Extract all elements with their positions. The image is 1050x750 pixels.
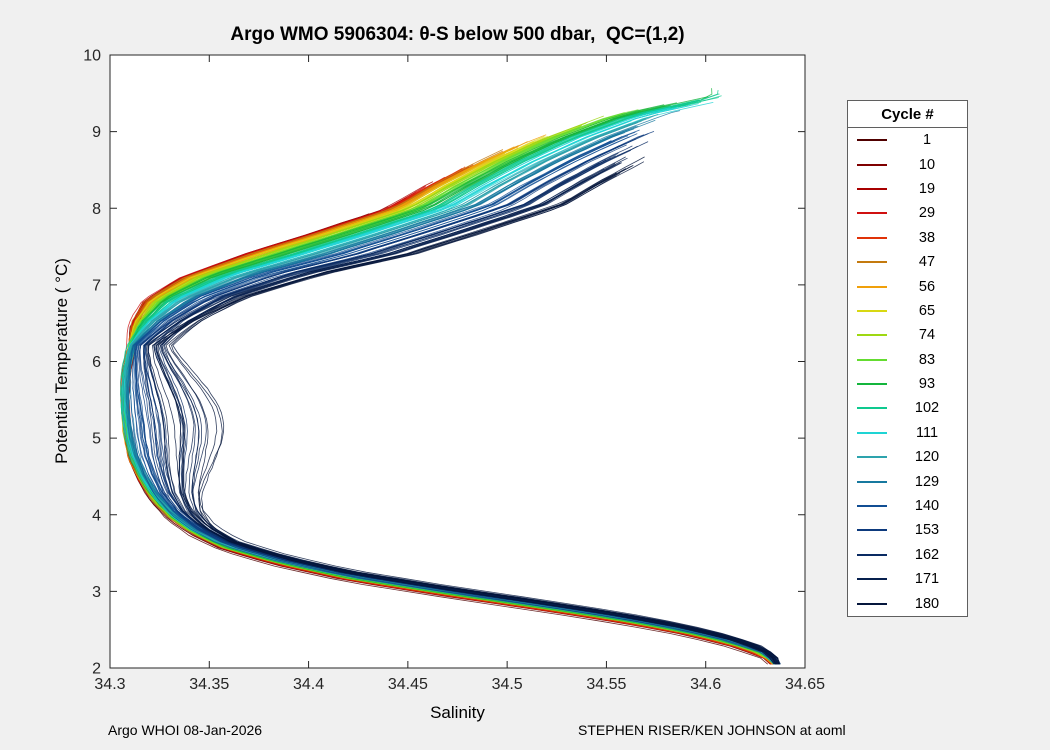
legend-item: 38 (848, 226, 967, 250)
legend-line-swatch (857, 602, 887, 605)
y-tick-label: 2 (92, 661, 101, 678)
legend-item: 111 (848, 421, 967, 445)
legend-item: 83 (848, 348, 967, 372)
y-tick-label: 6 (92, 354, 101, 371)
legend-cycle-label: 171 (914, 571, 940, 588)
x-tick-label: 34.45 (388, 676, 428, 693)
y-tick-label: 8 (92, 201, 101, 218)
legend-cycle-label: 140 (914, 498, 940, 515)
legend-cycle-label: 180 (914, 595, 940, 612)
y-tick-label: 10 (83, 48, 101, 65)
plot-title: Argo WMO 5906304: θ-S below 500 dbar, QC… (230, 24, 685, 45)
x-tick-label: 34.5 (492, 676, 523, 693)
legend-line-swatch (857, 553, 887, 556)
legend-cycle-label: 83 (918, 351, 936, 368)
legend-cycle-label: 162 (914, 546, 940, 563)
legend-line-swatch (857, 383, 887, 386)
legend-line-swatch (857, 407, 887, 410)
x-tick-label: 34.55 (586, 676, 626, 693)
legend-item: 120 (848, 445, 967, 469)
legend-line-swatch (857, 261, 887, 264)
y-axis-label: Potential Temperature ( °C) (52, 258, 71, 464)
legend-item: 29 (848, 201, 967, 225)
legend-cycle-label: 19 (918, 180, 936, 197)
legend-item: 65 (848, 299, 967, 323)
y-tick-label: 9 (92, 124, 101, 141)
axes (109, 54, 806, 669)
series-cycle-180 (147, 156, 780, 665)
legend-line-swatch (857, 505, 887, 508)
legend-line-swatch (857, 212, 887, 215)
legend-item: 162 (848, 543, 967, 567)
legend-line-swatch (857, 358, 887, 361)
legend-item: 140 (848, 494, 967, 518)
legend-items: 1 10 19 29 38 47 56 65 74 83 93 102 111 120 129 140 153 1… (848, 128, 967, 616)
x-tick-label: 34.3 (94, 676, 125, 693)
y-tick-label: 5 (92, 431, 101, 448)
footer-credit-right: STEPHEN RISER/KEN JOHNSON at aoml (578, 722, 846, 738)
legend-line-swatch (857, 480, 887, 483)
legend-cycle-label: 153 (914, 522, 940, 539)
x-tick-label: 34.65 (785, 676, 825, 693)
legend-item: 129 (848, 469, 967, 493)
legend-cycle-label: 29 (918, 205, 936, 222)
legend-cycle-label: 10 (918, 156, 936, 173)
legend-line-swatch (857, 163, 887, 166)
legend-cycle-label: 102 (914, 400, 940, 417)
legend-line-swatch (857, 529, 887, 532)
legend-item: 10 (848, 152, 967, 176)
legend: Cycle # 1 10 19 29 38 47 56 65 74 83 93 102 111 120 12… (847, 100, 968, 617)
legend-cycle-label: 74 (918, 327, 936, 344)
legend-line-swatch (857, 431, 887, 434)
legend-item: 153 (848, 518, 967, 542)
legend-line-swatch (857, 309, 887, 312)
legend-line-swatch (857, 285, 887, 288)
legend-cycle-label: 129 (914, 473, 940, 490)
legend-line-swatch (857, 187, 887, 190)
legend-cycle-label: 93 (918, 376, 936, 393)
legend-cycle-label: 1 (922, 132, 932, 149)
footer-credit-left: Argo WHOI 08-Jan-2026 (108, 722, 263, 738)
legend-cycle-label: 120 (914, 449, 940, 466)
profile-lines (119, 88, 781, 665)
plot-area (110, 55, 805, 668)
y-tick-label: 7 (92, 277, 101, 294)
legend-item: 19 (848, 177, 967, 201)
legend-item: 171 (848, 567, 967, 591)
x-tick-label: 34.4 (293, 676, 324, 693)
legend-item: 56 (848, 274, 967, 298)
legend-line-swatch (857, 456, 887, 459)
legend-line-swatch (857, 139, 887, 142)
x-tick-label: 34.35 (189, 676, 229, 693)
y-tick-label: 4 (92, 507, 101, 524)
y-tick-label: 3 (92, 584, 101, 601)
legend-cycle-label: 47 (918, 254, 936, 271)
legend-item: 74 (848, 323, 967, 347)
legend-item: 180 (848, 591, 967, 615)
legend-title: Cycle # (848, 101, 967, 128)
legend-item: 93 (848, 372, 967, 396)
legend-line-swatch (857, 578, 887, 581)
legend-line-swatch (857, 236, 887, 239)
tick-labels: 34.3 34.35 34.4 34.45 34.5 34.55 34.6 34.65 2 3 4 5… (83, 48, 825, 694)
legend-cycle-label: 65 (918, 302, 936, 319)
legend-item: 102 (848, 396, 967, 420)
legend-item: 47 (848, 250, 967, 274)
legend-cycle-label: 111 (915, 424, 939, 441)
legend-cycle-label: 56 (918, 278, 936, 295)
x-axis-label: Salinity (430, 703, 485, 722)
legend-item: 1 (848, 128, 967, 152)
x-tick-label: 34.6 (690, 676, 721, 693)
legend-cycle-label: 38 (918, 229, 936, 246)
legend-line-swatch (857, 334, 887, 337)
